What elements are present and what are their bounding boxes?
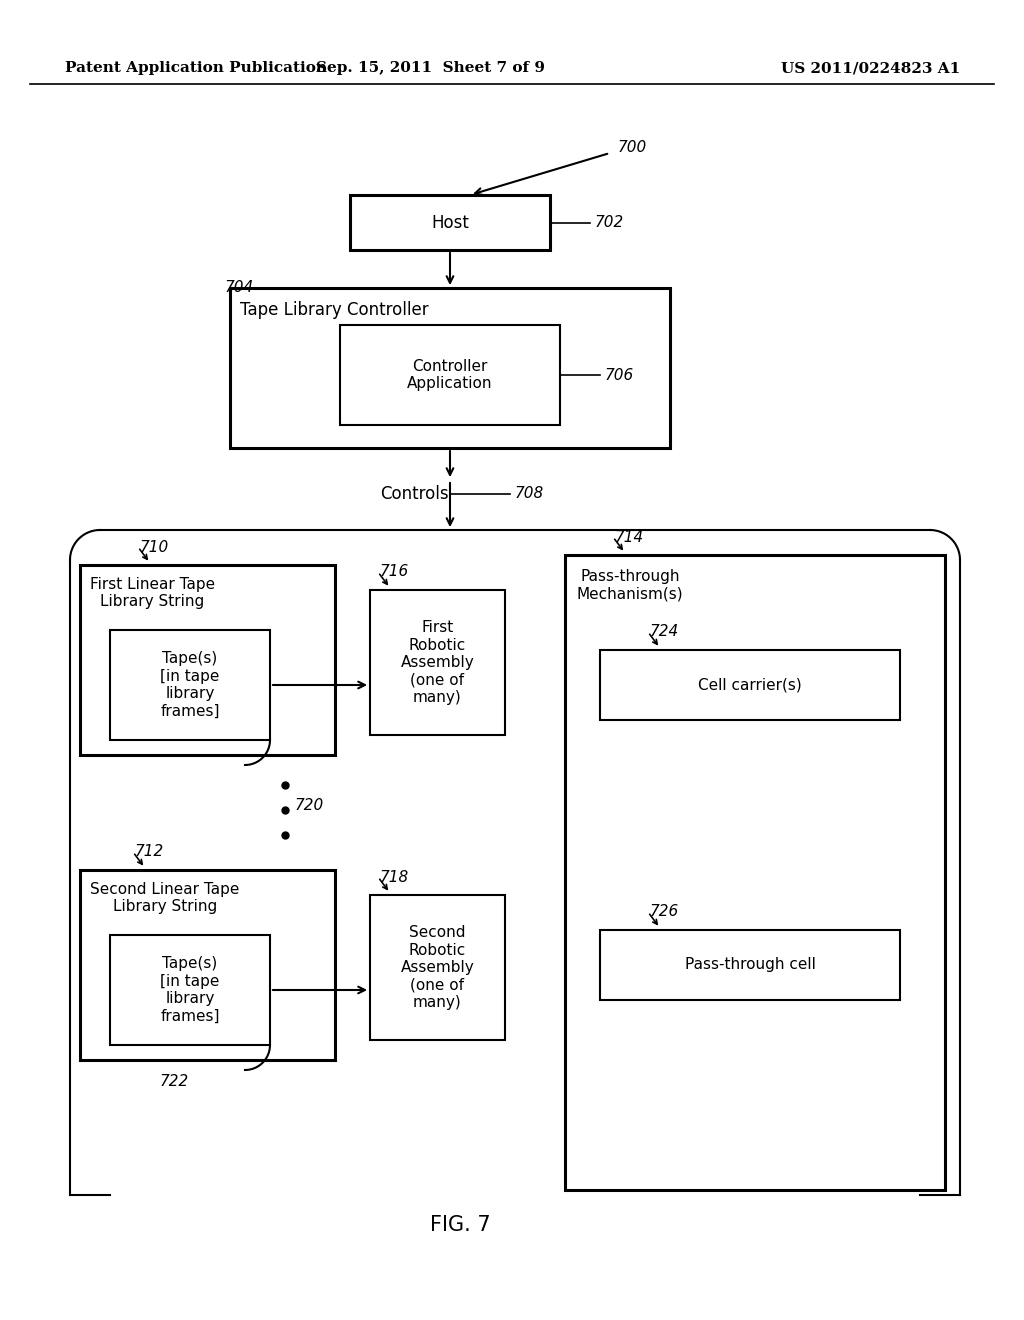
Text: Patent Application Publication: Patent Application Publication [65, 61, 327, 75]
Bar [600, 931, 900, 1001]
Text: First
Robotic
Assembly
(one of
many): First Robotic Assembly (one of many) [400, 620, 474, 705]
Text: Tape(s)
[in tape
library
frames]: Tape(s) [in tape library frames] [160, 651, 220, 718]
Text: Host: Host [431, 214, 469, 231]
Text: 726: 726 [650, 904, 679, 920]
Bar [565, 554, 945, 1191]
Text: FIG. 7: FIG. 7 [430, 1214, 490, 1236]
Text: Second Linear Tape
Library String: Second Linear Tape Library String [90, 882, 240, 915]
Text: 708: 708 [515, 487, 544, 502]
Bar [350, 195, 550, 249]
Bar [80, 565, 335, 755]
Bar [230, 288, 670, 447]
Bar [600, 649, 900, 719]
Bar [370, 590, 505, 735]
Text: 720: 720 [295, 797, 325, 813]
Text: Pass-through
Mechanism(s): Pass-through Mechanism(s) [577, 569, 684, 601]
Text: 724: 724 [650, 624, 679, 639]
Text: 722: 722 [160, 1074, 189, 1089]
Text: First Linear Tape
Library String: First Linear Tape Library String [90, 577, 215, 610]
Text: 706: 706 [605, 367, 634, 383]
Text: US 2011/0224823 A1: US 2011/0224823 A1 [780, 61, 961, 75]
Bar [370, 895, 505, 1040]
Text: Sep. 15, 2011  Sheet 7 of 9: Sep. 15, 2011 Sheet 7 of 9 [315, 61, 545, 75]
Text: 712: 712 [135, 845, 164, 859]
Text: 714: 714 [615, 529, 644, 544]
Text: 704: 704 [225, 280, 254, 294]
Text: Tape Library Controller: Tape Library Controller [240, 301, 429, 319]
Text: 700: 700 [618, 140, 647, 156]
Bar [110, 935, 270, 1045]
Text: Cell carrier(s): Cell carrier(s) [698, 677, 802, 693]
Bar [340, 325, 560, 425]
Text: Tape(s)
[in tape
library
frames]: Tape(s) [in tape library frames] [160, 957, 220, 1023]
Text: 702: 702 [595, 215, 625, 230]
Text: Pass-through cell: Pass-through cell [685, 957, 815, 973]
Bar [110, 630, 270, 741]
Text: Controller
Application: Controller Application [408, 359, 493, 391]
Text: Second
Robotic
Assembly
(one of
many): Second Robotic Assembly (one of many) [400, 925, 474, 1010]
Text: 710: 710 [140, 540, 169, 554]
Text: 716: 716 [380, 565, 410, 579]
Bar [80, 870, 335, 1060]
Text: Controls: Controls [380, 484, 449, 503]
Text: 718: 718 [380, 870, 410, 884]
